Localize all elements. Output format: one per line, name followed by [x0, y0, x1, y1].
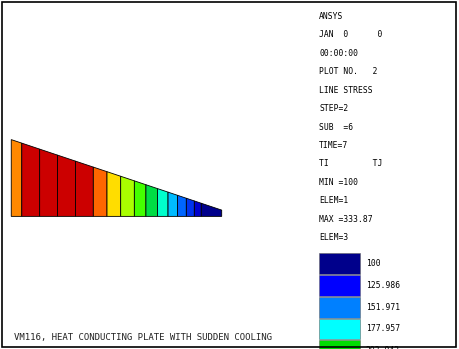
- Bar: [319, 340, 360, 349]
- Text: JAN  0      0: JAN 0 0: [319, 30, 382, 39]
- Polygon shape: [134, 181, 146, 216]
- Polygon shape: [22, 143, 39, 216]
- Polygon shape: [75, 161, 93, 216]
- Text: ANSYS: ANSYS: [319, 12, 343, 21]
- Polygon shape: [146, 185, 157, 216]
- Text: MAX =333.87: MAX =333.87: [319, 215, 373, 224]
- Text: ELEM=3: ELEM=3: [319, 233, 348, 242]
- Polygon shape: [194, 201, 202, 216]
- Polygon shape: [168, 192, 178, 216]
- Text: 177.957: 177.957: [366, 325, 400, 333]
- Polygon shape: [93, 167, 107, 216]
- Text: SUB  =6: SUB =6: [319, 122, 353, 132]
- Text: 00:00:00: 00:00:00: [319, 49, 358, 58]
- Polygon shape: [178, 195, 186, 216]
- Polygon shape: [57, 155, 75, 216]
- Polygon shape: [107, 172, 121, 216]
- Text: MIN =100: MIN =100: [319, 178, 358, 187]
- Text: TIME=7: TIME=7: [319, 141, 348, 150]
- Polygon shape: [11, 140, 22, 216]
- Polygon shape: [157, 188, 168, 216]
- Polygon shape: [202, 203, 222, 216]
- Bar: [319, 275, 360, 296]
- Text: LINE STRESS: LINE STRESS: [319, 86, 373, 95]
- Text: 203.942: 203.942: [366, 346, 400, 349]
- Text: STEP=2: STEP=2: [319, 104, 348, 113]
- Text: PLOT NO.   2: PLOT NO. 2: [319, 67, 377, 76]
- Text: TI         TJ: TI TJ: [319, 159, 382, 169]
- Text: VM116, HEAT CONDUCTING PLATE WITH SUDDEN COOLING: VM116, HEAT CONDUCTING PLATE WITH SUDDEN…: [14, 333, 272, 342]
- Polygon shape: [39, 149, 57, 216]
- Bar: [319, 319, 360, 339]
- Text: 125.986: 125.986: [366, 281, 400, 290]
- Polygon shape: [186, 198, 194, 216]
- Text: ELEM=1: ELEM=1: [319, 196, 348, 205]
- Polygon shape: [121, 176, 134, 216]
- Bar: [319, 297, 360, 318]
- Bar: [319, 253, 360, 274]
- Text: 100: 100: [366, 259, 381, 268]
- Text: 151.971: 151.971: [366, 303, 400, 312]
